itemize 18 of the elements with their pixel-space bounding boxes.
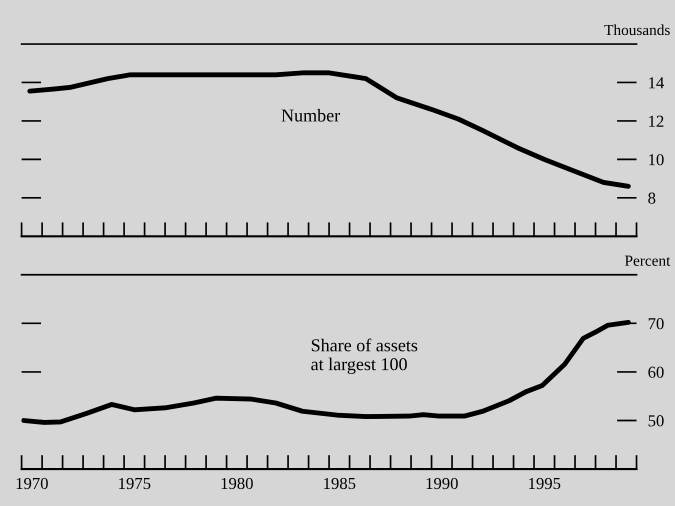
y-tick-label: 14 [649, 77, 664, 88]
x-tick-label: 1985 [324, 478, 356, 490]
x-tick-label: 1995 [529, 478, 560, 490]
y-axis-title: Percent [624, 256, 670, 266]
series-label: Number [282, 108, 340, 122]
y-tick-label: 60 [648, 366, 664, 378]
y-tick-label: 50 [648, 415, 664, 426]
x-tick-label: 1975 [119, 478, 150, 490]
y-tick-label: 70 [648, 318, 664, 330]
y-tick-label: 8 [648, 192, 656, 204]
x-tick-label: 1970 [16, 478, 48, 490]
y-tick-label: 12 [649, 116, 664, 127]
y-tick-label: 10 [649, 154, 664, 166]
x-tick-label: 1980 [222, 478, 253, 490]
x-tick-label: 1990 [426, 478, 458, 490]
text: Share of assets at largest 100 [311, 338, 418, 374]
line-series [27, 70, 631, 189]
y-axis-title: Thousands [604, 24, 670, 36]
